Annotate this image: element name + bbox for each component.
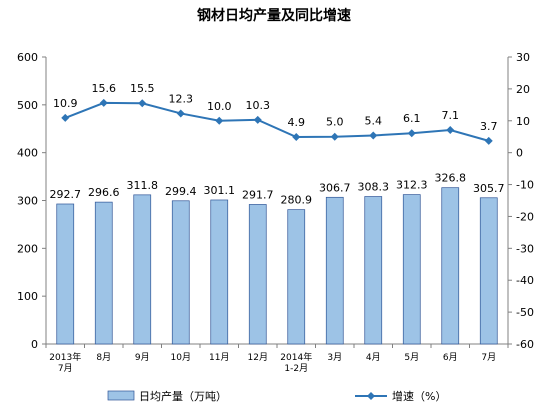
line-data-label: 10.3 [246,99,271,112]
y-left-tick-label: 200 [17,242,38,255]
line-point [484,136,493,145]
line-point [369,131,378,140]
line-point [330,132,339,141]
line-data-label: 12.3 [169,92,194,105]
legend: 日均产量（万吨） 增速（%） [107,389,446,403]
line-point [446,126,455,135]
y-right-tick-label: 20 [516,83,530,96]
line-point [292,133,301,142]
y-right-tick-label: 0 [516,147,523,160]
bar [402,194,421,345]
x-tick-label: 11月 [209,352,229,363]
y-right-tick-label: -40 [516,274,534,287]
y-left-tick-label: 100 [17,290,38,303]
line-point [176,109,185,118]
y-left-tick-label: 500 [17,99,38,112]
bar [248,204,267,345]
chart-title: 钢材日均产量及同比增速 [197,7,351,24]
legend-line-marker [367,392,375,400]
x-tick-label: 3月 [327,352,342,363]
x-tick-label: 12月 [248,352,268,363]
bar [94,201,113,345]
x-tick-label: 2014年 1-2月 [280,351,312,374]
line-point [407,129,416,138]
y-right-tick-label: 10 [516,115,530,128]
y-right-tick-label: 30 [516,51,530,64]
legend-bar-label: 日均产量（万吨） [139,389,227,403]
bar [171,200,190,345]
y-right-tick-label: -30 [516,242,534,255]
bar [364,196,383,345]
axes: 0 100 200 300 400 500 600 -60 -50 -40 -30 -20 -10 0 10… [17,51,534,374]
line-data-label: 15.5 [130,82,155,95]
line-data-label: 6.1 [403,112,421,125]
line-data-label: 5.0 [326,116,344,129]
line-data-label: 10.0 [207,100,232,113]
growth-line [64,101,490,142]
bar [325,196,344,345]
line-point [99,98,108,107]
bar [56,203,75,345]
x-tick-label: 7月 [481,352,496,363]
legend-line-label: 增速（%） [392,389,446,403]
bar-data-label: 299.4 [165,185,197,198]
y-left-tick-label: 400 [17,147,38,160]
y-left-tick-label: 0 [31,338,38,351]
bar-data-label: 311.8 [127,179,159,192]
bar [210,199,229,345]
bar-data-label: 296.6 [88,186,120,199]
legend-bar-swatch [107,390,135,401]
bar-data-label: 305.7 [473,182,505,195]
line-data-label: 5.4 [365,114,383,127]
line-series: 10.9 15.6 15.5 12.3 10.0 10.3 4.9 5.0 5.4 6.1 7.1 3… [53,82,498,145]
bar-data-label: 292.7 [50,188,82,201]
line-data-label: 15.6 [92,82,117,95]
y-left-tick-label: 300 [17,195,38,208]
x-tick-label: 9月 [135,352,150,363]
x-tick-label: 5月 [404,352,419,363]
y-right-tick-label: -20 [516,210,534,223]
bar [441,187,460,345]
x-tick-label: 2013年 7月 [49,351,81,374]
line-data-label: 4.9 [288,116,306,129]
bar [287,209,306,345]
y-left-tick-label: 600 [17,51,38,64]
x-tick-label: 4月 [366,352,381,363]
x-tick-label: 10月 [171,352,191,363]
bar-data-label: 301.1 [204,184,236,197]
y-right-tick-label: -50 [516,306,534,319]
bar [479,197,498,345]
bar-data-label: 280.9 [281,194,313,207]
x-tick-label: 8月 [96,352,111,363]
bar-data-label: 308.3 [358,181,390,194]
line-point [253,115,262,124]
bar-data-label: 326.8 [435,172,467,185]
bar-series: 292.7 296.6 311.8 299.4 301.1 291.7 280.9 306.7… [50,172,505,345]
bar-data-label: 306.7 [319,181,351,194]
bar-data-label: 312.3 [396,179,428,192]
bar [133,194,152,345]
line-point [215,116,224,125]
line-data-label: 3.7 [480,120,498,133]
line-data-label: 7.1 [442,109,460,122]
bar-data-label: 291.7 [242,188,274,201]
line-data-label: 10.9 [53,97,78,110]
line-point [138,99,147,108]
y-right-tick-label: -10 [516,179,534,192]
x-tick-label: 6月 [443,352,458,363]
y-right-tick-label: -60 [516,338,534,351]
line-point [61,113,70,122]
